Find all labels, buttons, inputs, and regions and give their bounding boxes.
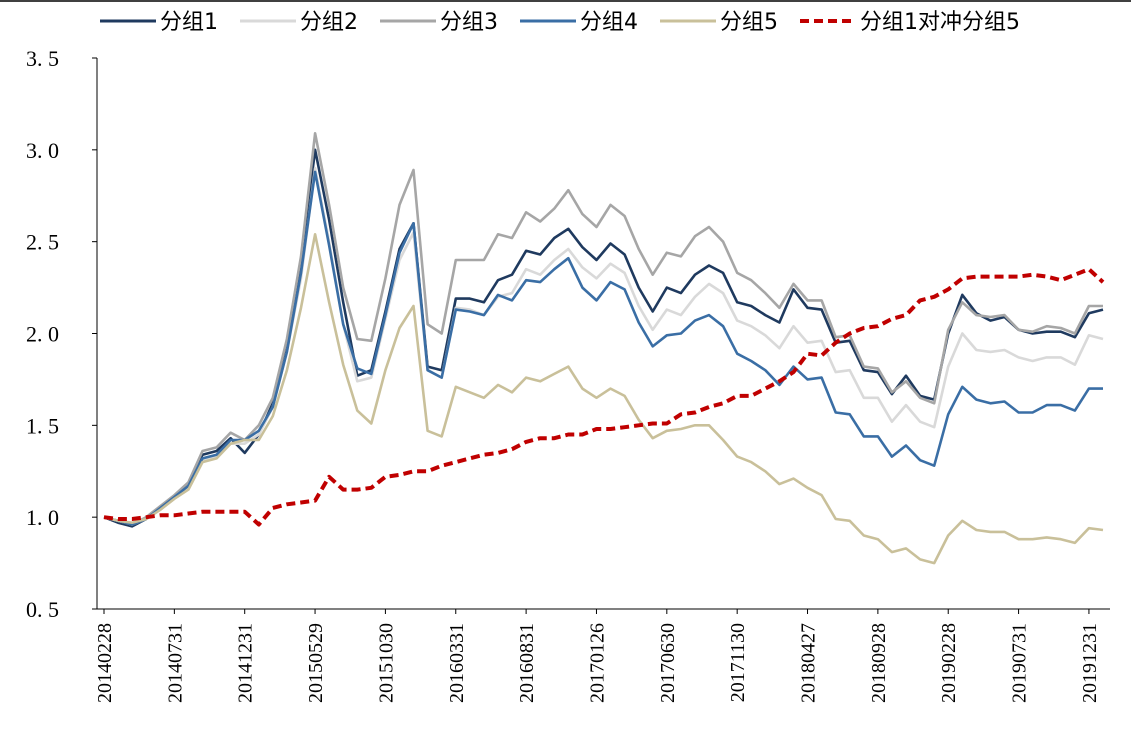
y-axis-tick-labels: 0. 5 1. 0 1. 5 2. 0 2. 5 3. 0 3. 5 — [26, 46, 59, 622]
x-tick-label: 20190228 — [938, 623, 960, 703]
x-tick-label: 20170126 — [586, 623, 608, 703]
axes — [92, 57, 1110, 614]
x-tick-label: 20140731 — [164, 623, 186, 703]
legend-label-2: 分组2 — [300, 10, 358, 35]
y-tick-label: 1. 5 — [26, 413, 59, 438]
series-line-4 — [103, 170, 1103, 526]
x-tick-label: 20160831 — [516, 623, 538, 703]
y-tick-label: 1. 0 — [26, 505, 59, 530]
y-tick-label: 0. 5 — [26, 597, 59, 622]
legend-label-1: 分组1 — [160, 10, 218, 35]
y-tick-label: 3. 5 — [26, 46, 59, 71]
x-tick-label: 20171130 — [727, 623, 749, 702]
x-tick-label: 20191231 — [1079, 623, 1101, 703]
series-line-2 — [103, 166, 1104, 526]
x-tick-label: 20150529 — [305, 623, 327, 703]
legend: 分组1 分组2 分组3 分组4 分组5 分组1对冲分组5 — [0, 0, 1131, 35]
x-axis-tick-labels: 20140228 20140731 20141231 20150529 20151030… — [94, 623, 1101, 703]
series-line-1 — [103, 148, 1104, 528]
legend-label-3: 分组3 — [440, 10, 498, 35]
x-tick-label: 20160331 — [446, 623, 468, 703]
x-tick-label: 20170630 — [657, 623, 679, 703]
x-tick-label: 20140228 — [94, 623, 116, 703]
legend-label-6: 分组1对冲分组5 — [860, 10, 1020, 35]
series-lines — [103, 132, 1105, 565]
x-tick-label: 20141231 — [235, 623, 257, 703]
x-tick-label: 20190731 — [1009, 623, 1031, 703]
y-tick-label: 2. 5 — [26, 230, 59, 255]
x-tick-label: 20180427 — [798, 623, 820, 703]
series-line-3 — [103, 132, 1103, 526]
series-line-6 — [103, 267, 1105, 527]
y-tick-label: 2. 0 — [26, 322, 59, 347]
y-tick-label: 3. 0 — [26, 138, 59, 163]
legend-label-4: 分组4 — [580, 10, 638, 35]
x-tick-label: 20180928 — [868, 623, 890, 703]
legend-label-5: 分组5 — [720, 10, 778, 35]
series-line-5 — [103, 233, 1104, 565]
x-tick-label: 20151030 — [375, 623, 397, 703]
